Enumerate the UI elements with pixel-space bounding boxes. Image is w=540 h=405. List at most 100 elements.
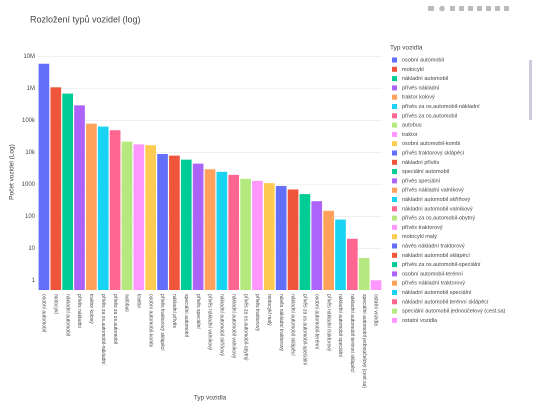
- x-tick-label: nákladní automobil sklápěcí: [290, 294, 296, 356]
- legend-label: nákladní automobil valníkový: [402, 206, 473, 212]
- legend-swatch: [392, 122, 397, 128]
- bar: [62, 93, 73, 290]
- legend-swatch: [392, 66, 397, 72]
- x-tick-label: traktor kolový: [88, 294, 94, 324]
- legend-swatch: [392, 271, 397, 277]
- bar: [86, 123, 97, 290]
- bar: [145, 145, 157, 290]
- bar: [157, 154, 168, 290]
- legend-scrollbar[interactable]: [529, 60, 532, 120]
- legend-label: přívěs traktorový: [402, 225, 443, 231]
- legend-swatch: [392, 169, 397, 175]
- bar: [228, 174, 240, 290]
- legend-swatch: [392, 104, 397, 109]
- bar: [38, 63, 50, 291]
- bar: [311, 201, 323, 290]
- legend-swatch: [392, 76, 397, 82]
- bar: [299, 194, 311, 290]
- legend-label: traktor: [402, 132, 418, 138]
- legend-swatch: [392, 290, 397, 295]
- x-tick-label: speciální automobil: [183, 294, 189, 337]
- tool-pan[interactable]: [450, 6, 455, 11]
- bar: [240, 178, 251, 290]
- legend-swatch: [392, 317, 397, 323]
- tool-zoom-out[interactable]: [477, 6, 482, 11]
- y-tick-label: 10M: [23, 54, 35, 60]
- x-tick-label: přívěs za os.automobil-nákladní: [100, 294, 106, 365]
- legend-swatch: [392, 159, 397, 165]
- legend-swatch: [392, 299, 397, 305]
- legend-label: motocykl malý: [402, 234, 437, 240]
- legend-swatch: [392, 141, 397, 147]
- legend-label: přívěs traktorový sklápěcí: [402, 150, 465, 156]
- x-tick-label: autobus: [124, 294, 130, 312]
- y-tick-label: 10: [28, 246, 35, 252]
- bar: [275, 185, 287, 290]
- legend-label: nákladní automobil: [402, 76, 448, 82]
- x-tick-label: nákladní automobil skříňový: [219, 294, 225, 356]
- tool-reset[interactable]: [495, 6, 500, 11]
- y-axis-title: Počet vozidel (Log): [9, 144, 16, 200]
- x-axis-title: Typ vozidla: [194, 395, 227, 402]
- legend-swatch: [392, 57, 397, 63]
- y-tick-label: 10k: [25, 150, 36, 156]
- bar: [370, 280, 382, 290]
- tool-autoscale[interactable]: [486, 6, 491, 11]
- bar: [323, 210, 334, 290]
- legend-label: přívěs za os.automobil-nákladní: [402, 104, 480, 110]
- y-tick-label: 1: [32, 278, 36, 284]
- legend-title: Typ vozidla: [390, 45, 423, 52]
- bar: [74, 105, 85, 290]
- legend-label: přívěs za os.automobil: [402, 113, 457, 119]
- x-tick-label: přívěs speciální: [195, 294, 201, 329]
- bar: [180, 159, 192, 290]
- x-tick-label: osobní automobil-kombi: [147, 294, 153, 347]
- legend-swatch: [392, 252, 397, 258]
- bar: [263, 183, 275, 290]
- bar: [97, 126, 109, 290]
- legend-label: návěs nákladní traktorový: [402, 243, 465, 249]
- bar: [169, 155, 180, 290]
- tool-logo[interactable]: [504, 6, 509, 11]
- legend-swatch: [392, 85, 397, 91]
- legend-swatch: [392, 131, 397, 137]
- legend-swatch: [392, 178, 397, 184]
- legend-label: přívěs nákladní: [402, 85, 440, 91]
- x-tick-label: nákladní automobil valníkový: [230, 294, 236, 359]
- x-tick-label: přívěs nákladní valníkový: [207, 294, 213, 351]
- legend-label: speciální automobil jednoúčelový (cest.s…: [402, 309, 506, 315]
- bar: [50, 87, 62, 290]
- tool-camera[interactable]: [428, 6, 434, 11]
- tool-zoom-in[interactable]: [468, 6, 473, 11]
- bar: [192, 163, 204, 290]
- legend-label: přívěs speciální: [402, 178, 441, 184]
- x-tick-label: motocykl: [52, 294, 58, 314]
- bar: [358, 258, 370, 290]
- legend-swatch: [392, 206, 397, 212]
- y-tick-label: 1M: [27, 86, 35, 92]
- bar: [252, 180, 263, 290]
- tool-zoom[interactable]: [439, 5, 445, 12]
- legend-label: speciální automobil: [402, 169, 449, 175]
- x-tick-label: přívěs za os.automobil: [112, 294, 118, 344]
- legend-swatch: [392, 197, 397, 202]
- legend-swatch: [392, 262, 397, 268]
- x-tick-label: přívěs nákladní: [76, 294, 82, 329]
- x-tick-label: návěs nákladní traktorový: [278, 294, 284, 351]
- y-tick-label: 100k: [22, 118, 36, 124]
- legend-label: osobní automobil-kombi: [402, 141, 460, 147]
- x-tick-label: motocykl malý: [266, 294, 272, 326]
- bar: [109, 130, 121, 290]
- bar: [204, 169, 216, 290]
- bar: [133, 144, 145, 290]
- legend-label: motocykl: [402, 67, 424, 73]
- x-tick-label: nákladní automobil terénní sklápěcí: [349, 294, 355, 373]
- x-tick-label: přívěs za os.automobil-speciální: [302, 294, 308, 366]
- legend-label: nákladní automobil skříňový: [402, 197, 470, 203]
- legend-label: nákladní přívěs: [402, 160, 440, 166]
- x-tick-label: osobní automobil: [41, 294, 47, 332]
- toolbar[interactable]: [428, 5, 509, 12]
- tool-select[interactable]: [459, 6, 464, 11]
- legend-label: přívěs nákladní valníkový: [402, 188, 464, 194]
